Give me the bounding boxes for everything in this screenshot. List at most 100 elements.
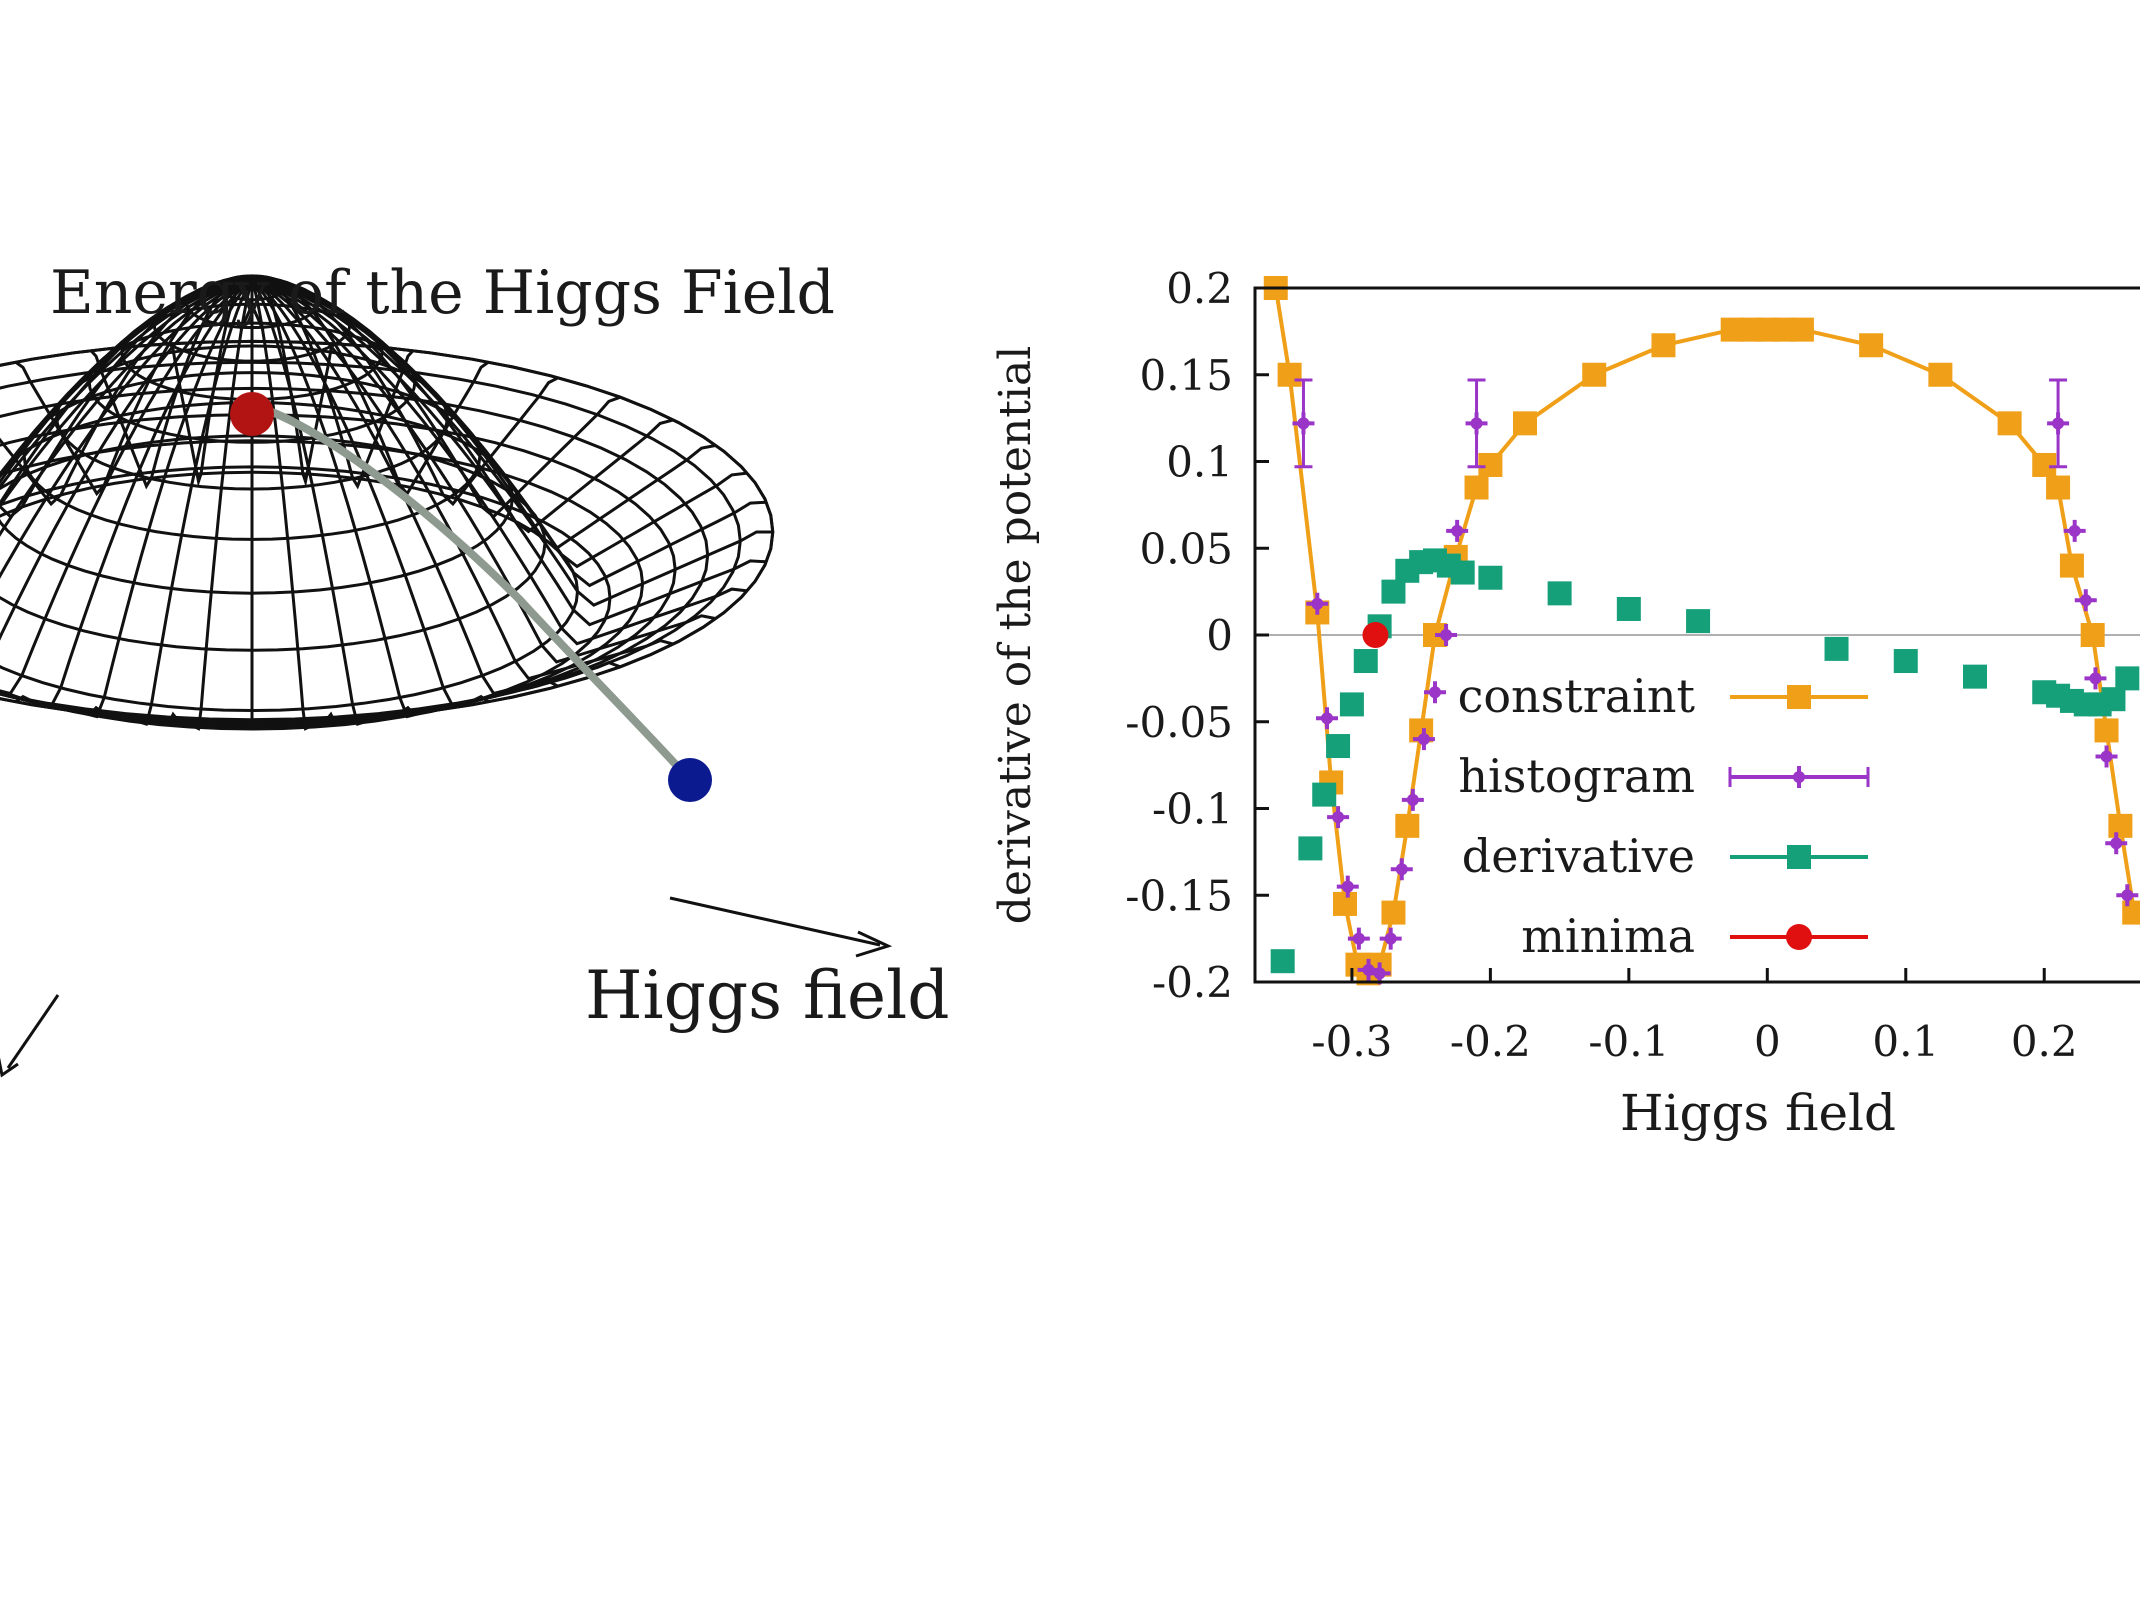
derivative-point bbox=[1353, 649, 1378, 674]
y-tick-label: -0.05 bbox=[1125, 698, 1233, 747]
histogram-point-dot bbox=[1417, 733, 1430, 746]
hat-spoke bbox=[250, 279, 335, 731]
hat-spoke bbox=[250, 279, 415, 726]
derivative-chart: 0.2 0.15 0.1 0.05 0 -0.05 -0.1 -0.15 -0.2 -0.3 -0… bbox=[990, 264, 2140, 1142]
y-axis-label: derivative of the potential bbox=[990, 346, 1041, 925]
hat-spoke bbox=[251, 278, 767, 588]
hat-spoke bbox=[0, 278, 253, 709]
hat-spoke bbox=[251, 278, 674, 681]
y-tick-labels: 0.2 0.15 0.1 0.05 0 -0.05 -0.1 -0.15 -0.2 bbox=[1125, 264, 1269, 1007]
histogram-point-dot bbox=[2079, 594, 2092, 607]
derivative-point bbox=[1312, 782, 1337, 807]
legend-errorbar-histogram bbox=[1728, 767, 1870, 787]
derivative-point bbox=[1381, 579, 1406, 604]
legend-label-histogram: histogram bbox=[1458, 749, 1695, 803]
derivative-point bbox=[1547, 581, 1572, 606]
energy-axis-label: Energy of the Higgs Field bbox=[50, 258, 835, 328]
hat-spoke bbox=[251, 278, 748, 646]
constraint-point bbox=[1513, 411, 1537, 436]
histogram-point-dot bbox=[1311, 597, 1324, 610]
rolling-trail bbox=[270, 408, 693, 783]
derivative-point bbox=[1478, 565, 1503, 590]
hat-spoke bbox=[0, 278, 253, 696]
hat-spoke bbox=[251, 278, 621, 696]
x-axis-label: Higgs field bbox=[1620, 1084, 1896, 1142]
constraint-point bbox=[1478, 452, 1503, 477]
derivative-point bbox=[1339, 692, 1364, 717]
derivative-point bbox=[1326, 734, 1351, 759]
histogram-point-dot bbox=[1406, 793, 1419, 806]
hat-spoke bbox=[169, 279, 254, 731]
derivative-point bbox=[1270, 949, 1295, 974]
histogram-point-dot bbox=[1332, 811, 1345, 824]
constraint-point bbox=[2059, 553, 2084, 578]
derivative-point bbox=[1787, 845, 1811, 869]
x-tick-label: -0.2 bbox=[1450, 1017, 1531, 1066]
y-tick-label: 0.15 bbox=[1139, 351, 1233, 400]
constraint-point bbox=[1381, 900, 1406, 925]
series-derivative bbox=[1270, 548, 2140, 974]
mexican-hat-panel: Energy of the Higgs Field Higgs field bbox=[0, 258, 949, 1078]
energy-axis-arrowhead bbox=[239, 301, 265, 331]
histogram-point-dot bbox=[1429, 686, 1441, 699]
hat-spoke bbox=[14, 278, 254, 719]
field-axis-label: Higgs field bbox=[585, 957, 949, 1034]
hat-spoke bbox=[251, 278, 748, 569]
second-field-axis bbox=[6, 994, 60, 1069]
derivative-point bbox=[1450, 560, 1475, 585]
minima-point bbox=[1362, 622, 1389, 648]
x-tick-label: 0.2 bbox=[2011, 1017, 2078, 1066]
mexican-hat-mesh bbox=[0, 274, 775, 731]
x-tick-label: -0.3 bbox=[1311, 1017, 1392, 1066]
hat-spoke bbox=[251, 274, 415, 490]
histogram-point-dot bbox=[1793, 771, 1805, 783]
histogram-point-dot bbox=[1470, 417, 1483, 430]
y-tick-label: 0.1 bbox=[1166, 438, 1233, 487]
x-tick-label: 0 bbox=[1754, 1017, 1781, 1066]
constraint-point bbox=[2094, 718, 2119, 743]
constraint-point bbox=[1787, 685, 1811, 709]
y-tick-label: 0.05 bbox=[1139, 524, 1233, 573]
x-tick-label: 0.1 bbox=[1872, 1017, 1939, 1066]
constraint-point bbox=[1333, 891, 1357, 916]
y-tick-label: -0.2 bbox=[1152, 958, 1233, 1007]
derivative-point bbox=[1616, 596, 1641, 621]
field-axis bbox=[669, 896, 881, 947]
constraint-point bbox=[1928, 362, 1953, 387]
constraint-point bbox=[1395, 813, 1420, 838]
derivative-point bbox=[1298, 836, 1323, 861]
hat-spoke bbox=[0, 278, 253, 490]
histogram-point-dot bbox=[2110, 837, 2123, 850]
constraint-point bbox=[1789, 317, 1814, 342]
legend-label-constraint: constraint bbox=[1458, 669, 1696, 723]
derivative-point bbox=[2115, 666, 2140, 691]
histogram-point-dot bbox=[2052, 417, 2065, 430]
x-tick-label: -0.1 bbox=[1588, 1017, 1669, 1066]
hat-ring bbox=[0, 470, 579, 713]
unstable-maximum-ball bbox=[230, 392, 274, 436]
hat-spoke bbox=[0, 278, 253, 537]
y-tick-label: -0.15 bbox=[1125, 871, 1233, 920]
histogram-point-dot bbox=[1384, 932, 1397, 945]
histogram-point-dot bbox=[1341, 880, 1354, 893]
hat-spoke bbox=[250, 274, 335, 488]
histogram-point-dot bbox=[2100, 750, 2113, 763]
legend-label-minima: minima bbox=[1521, 909, 1695, 963]
constraint-point bbox=[2080, 623, 2105, 647]
hat-spoke bbox=[251, 278, 559, 709]
hat-spoke bbox=[89, 279, 254, 726]
derivative-point bbox=[1824, 636, 1849, 661]
histogram-point-dot bbox=[1373, 967, 1386, 980]
histogram-point-dot bbox=[1321, 712, 1333, 725]
histogram-point-dot bbox=[1297, 417, 1310, 430]
histogram-point-dot bbox=[2121, 889, 2134, 902]
y-tick-label: 0.2 bbox=[1166, 264, 1233, 313]
legend: constraint histogram derivative minima bbox=[1458, 669, 1870, 963]
hat-spoke bbox=[89, 274, 253, 490]
constraint-point bbox=[2032, 452, 2057, 477]
series-minima bbox=[1362, 622, 1389, 648]
hat-ring bbox=[0, 339, 775, 725]
legend-label-derivative: derivative bbox=[1462, 829, 1695, 883]
histogram-point-dot bbox=[2089, 672, 2102, 685]
